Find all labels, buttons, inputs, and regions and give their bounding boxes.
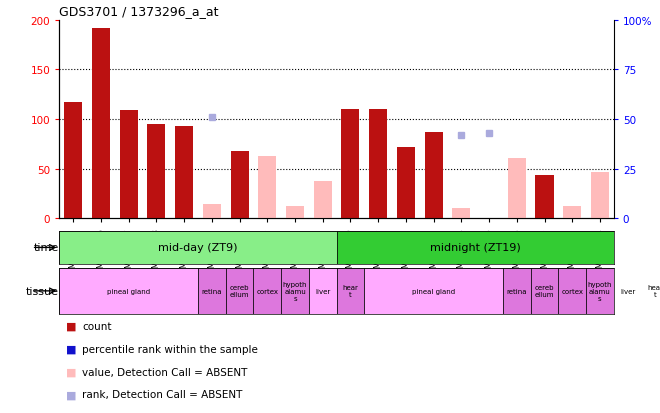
Text: cereb
ellum: cereb ellum [535,285,554,298]
Text: retina: retina [201,288,222,294]
Bar [59,268,198,314]
Bar [314,181,332,219]
Bar [642,268,660,314]
Bar [147,125,166,219]
Bar [424,133,443,219]
Text: time: time [34,243,59,253]
Text: ■: ■ [66,389,77,399]
Bar [586,268,614,314]
Text: retina: retina [506,288,527,294]
Text: cereb
ellum: cereb ellum [230,285,249,298]
Bar [281,268,309,314]
Bar [591,172,609,219]
Bar [341,110,360,219]
Bar [253,268,281,314]
Bar [364,268,503,314]
Text: cortex: cortex [561,288,583,294]
Text: ■: ■ [66,367,77,377]
Text: mid-day (ZT9): mid-day (ZT9) [158,243,238,253]
Text: hear
t: hear t [647,285,660,298]
Bar [531,268,558,314]
Bar [369,110,387,219]
Bar [203,204,221,219]
Text: pineal gland: pineal gland [412,288,455,294]
Bar [337,268,364,314]
Text: GDS3701 / 1373296_a_at: GDS3701 / 1373296_a_at [59,5,219,18]
Text: midnight (ZT19): midnight (ZT19) [430,243,521,253]
Text: tissue: tissue [26,286,59,296]
Bar [558,268,586,314]
Bar [258,157,277,219]
Bar [397,147,415,219]
Bar [226,268,253,314]
Bar [92,28,110,219]
Bar [119,111,138,219]
Text: ■: ■ [66,344,77,354]
Bar [175,127,193,219]
Bar [309,268,337,314]
Bar [198,268,226,314]
Bar [508,159,526,219]
Bar [614,268,642,314]
Text: ■: ■ [66,321,77,331]
Text: liver: liver [315,288,331,294]
Text: hypoth
alamu
s: hypoth alamu s [587,281,612,301]
Text: pineal gland: pineal gland [107,288,150,294]
Bar [59,231,337,264]
Bar [503,268,531,314]
Text: hear
t: hear t [343,285,358,298]
Bar [64,103,82,219]
Bar [286,207,304,219]
Bar [337,231,614,264]
Text: value, Detection Call = ABSENT: value, Detection Call = ABSENT [82,367,248,377]
Text: rank, Detection Call = ABSENT: rank, Detection Call = ABSENT [82,389,243,399]
Bar [230,152,249,219]
Bar [535,175,554,219]
Text: hypoth
alamu
s: hypoth alamu s [282,281,308,301]
Text: liver: liver [620,288,636,294]
Text: percentile rank within the sample: percentile rank within the sample [82,344,258,354]
Bar [452,209,471,219]
Text: count: count [82,321,112,331]
Bar [563,207,581,219]
Text: cortex: cortex [256,288,279,294]
